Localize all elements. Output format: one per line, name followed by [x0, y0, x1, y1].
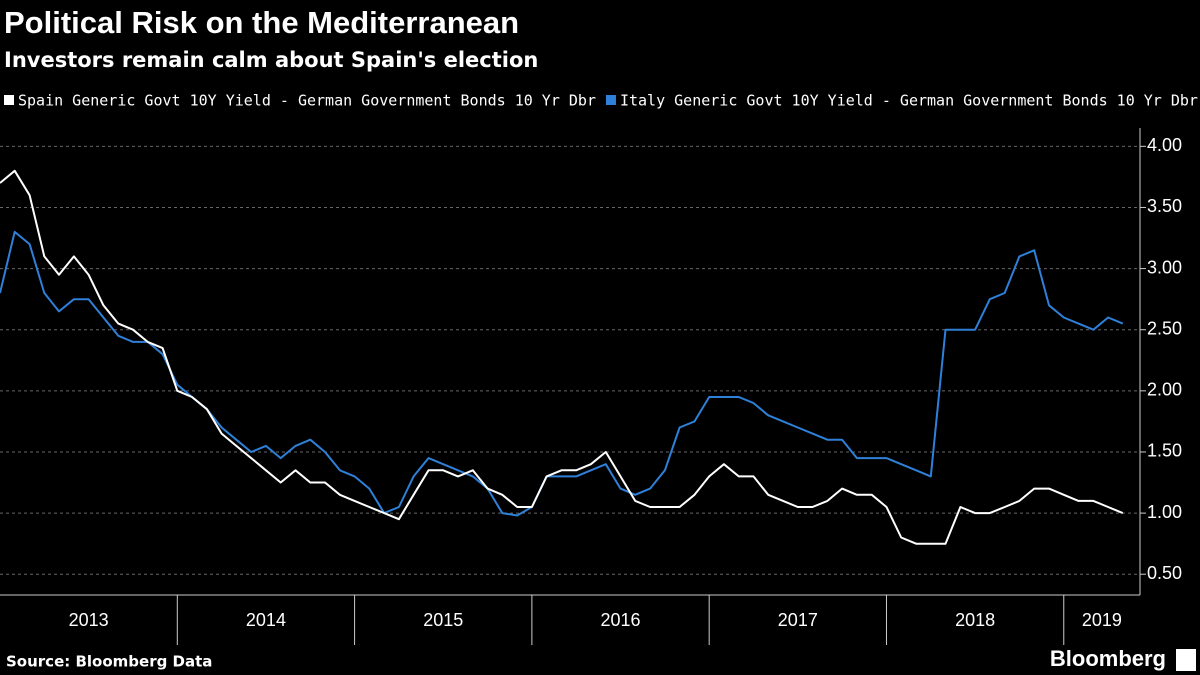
legend-swatch	[605, 95, 616, 105]
y-tick-label: 3.50	[1147, 196, 1182, 216]
y-tick-label: 3.00	[1147, 257, 1182, 277]
source: Source: Bloomberg Data	[6, 653, 212, 671]
legend-label: Italy Generic Govt 10Y Yield - German Go…	[620, 92, 1198, 110]
x-tick-label: 2014	[246, 610, 286, 630]
y-tick-label: 2.50	[1147, 318, 1182, 338]
brand-icon	[1176, 649, 1196, 671]
y-tick-label: 2.00	[1147, 380, 1182, 400]
series-line	[0, 169, 1124, 545]
legend-swatch	[4, 95, 14, 105]
brand: Bloomberg	[1050, 646, 1166, 671]
x-tick-label: 2018	[955, 610, 995, 630]
x-tick-label: 2013	[69, 610, 109, 630]
y-tick-label: 1.00	[1147, 502, 1182, 522]
x-tick-label: 2019	[1082, 610, 1122, 630]
chart-title: Political Risk on the Mediterranean	[4, 5, 519, 40]
series-line	[0, 230, 1124, 517]
y-tick-label: 0.50	[1147, 563, 1182, 583]
y-tick-label: 1.50	[1147, 441, 1182, 461]
y-tick-label: 4.00	[1147, 135, 1182, 155]
x-tick-label: 2016	[601, 610, 641, 630]
chart-subtitle: Investors remain calm about Spain's elec…	[4, 48, 538, 72]
x-tick-label: 2015	[423, 610, 463, 630]
x-tick-label: 2017	[778, 610, 818, 630]
legend-label: Spain Generic Govt 10Y Yield - German Go…	[18, 92, 596, 110]
